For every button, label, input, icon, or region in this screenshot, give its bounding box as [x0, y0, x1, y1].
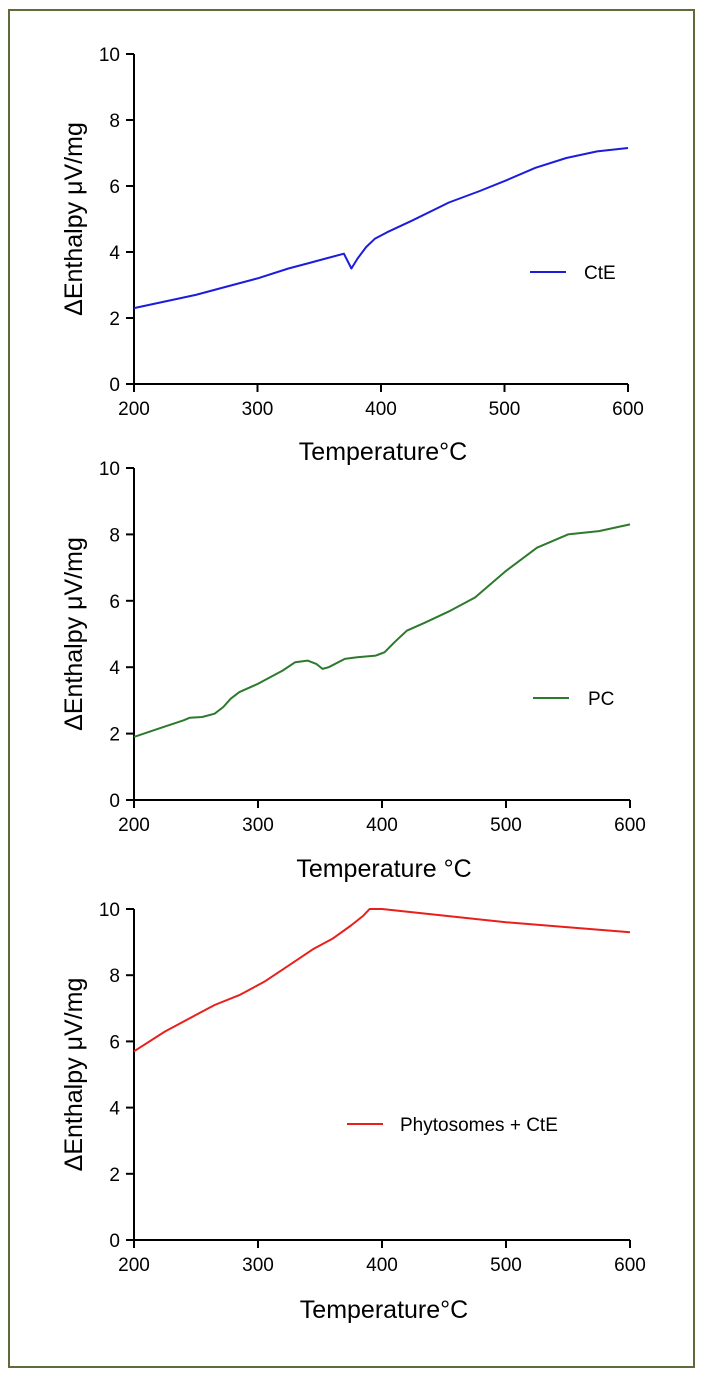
figure-frame	[8, 9, 695, 1368]
x-tick-label-2: 200	[118, 815, 150, 836]
y-tick-label-2: 4	[109, 658, 120, 679]
y-tick-label-2: 2	[109, 725, 120, 746]
x-tick-label-3: 600	[614, 1255, 646, 1276]
y-tick-label-3: 10	[99, 900, 120, 921]
x-tick-label-1: 400	[365, 399, 397, 420]
y-tick-label-1: 8	[109, 111, 120, 132]
y-tick-label-1: 10	[99, 45, 120, 66]
series-line-phytosomes-cte	[133, 908, 631, 1053]
y-tick-label-1: 6	[109, 177, 120, 198]
series-line-cte	[133, 147, 629, 310]
x-tick-label-3: 300	[242, 1255, 274, 1276]
x-axis-title-2: Temperature °C	[296, 855, 471, 883]
x-tick-label-2: 500	[490, 815, 522, 836]
series-line-pc	[133, 523, 631, 738]
y-tick-label-3: 6	[109, 1032, 120, 1053]
y-axis-title-1: ΔEnthalpy μV/mg	[60, 122, 88, 316]
y-tick-label-2: 6	[109, 592, 120, 613]
y-tick-label-2: 0	[109, 791, 120, 812]
y-tick-label-3: 4	[109, 1099, 120, 1120]
x-axis-title-1: Temperature°C	[299, 438, 467, 466]
x-tick-label-3: 400	[366, 1255, 398, 1276]
y-axis-title-2: ΔEnthalpy μV/mg	[60, 537, 88, 731]
y-tick-label-1: 0	[109, 375, 120, 396]
x-tick-label-1: 300	[242, 399, 274, 420]
legend-label-1: CtE	[584, 263, 616, 284]
x-axis-title-3: Temperature°C	[300, 1296, 468, 1324]
legend-label-3: Phytosomes + CtE	[400, 1115, 558, 1136]
legend-label-2: PC	[588, 689, 614, 710]
y-tick-label-2: 8	[109, 525, 120, 546]
y-tick-label-2: 10	[99, 459, 120, 480]
y-tick-label-3: 8	[109, 966, 120, 987]
x-tick-label-1: 200	[118, 399, 150, 420]
y-tick-label-1: 4	[109, 243, 120, 264]
y-tick-label-1: 2	[109, 309, 120, 330]
x-tick-label-1: 500	[489, 399, 521, 420]
x-tick-label-3: 200	[118, 1255, 150, 1276]
x-tick-label-2: 400	[366, 815, 398, 836]
y-tick-label-3: 2	[109, 1165, 120, 1186]
x-tick-label-2: 300	[242, 815, 274, 836]
x-tick-label-3: 500	[490, 1255, 522, 1276]
y-axis-title-3: ΔEnthalpy μV/mg	[60, 978, 88, 1172]
y-tick-label-3: 0	[109, 1231, 120, 1252]
x-tick-label-2: 600	[614, 815, 646, 836]
x-tick-label-1: 600	[612, 399, 644, 420]
